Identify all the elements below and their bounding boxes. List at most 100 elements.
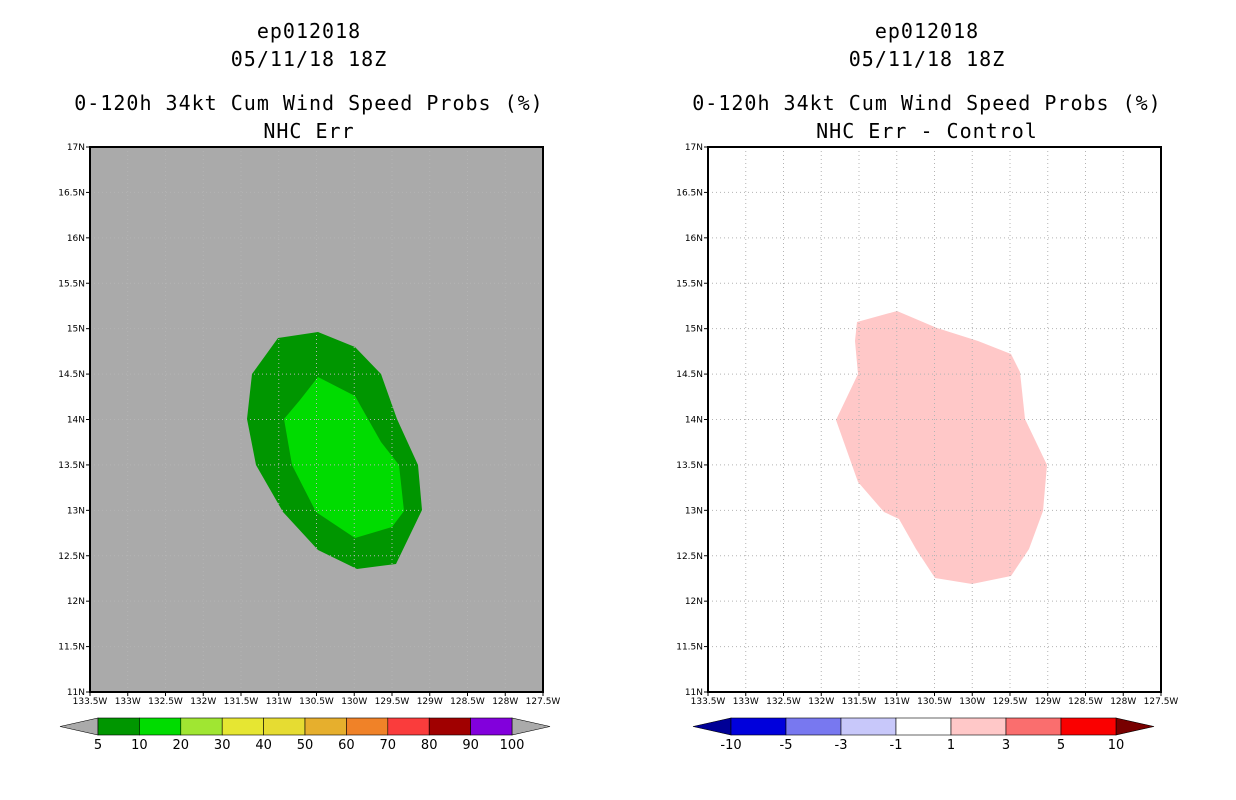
left-x-tick-label: 131W: [266, 697, 292, 707]
right-x-tick-label: 130W: [959, 697, 985, 707]
right-colorbar-label: -10: [720, 738, 741, 753]
right-colorbar-label: -3: [835, 738, 848, 753]
left-colorbar-label: 50: [297, 738, 314, 753]
right-colorbar-under-arrow: [692, 717, 732, 736]
left-colorbar-swatch: [221, 717, 264, 736]
left-x-tick-label: 133W: [115, 697, 141, 707]
left-y-tick-label: 13.5N: [58, 461, 85, 471]
right-x-tick-label: 129W: [1035, 697, 1061, 707]
right-x-tick-label: 133W: [733, 697, 759, 707]
right-y-tick-label: 15N: [685, 325, 703, 335]
left-colorbar-label: 70: [380, 738, 397, 753]
right-y-tick-label: 17N: [685, 143, 703, 153]
right-x-tick-label: 130.5W: [917, 697, 952, 707]
left-colorbar-label: 40: [255, 738, 272, 753]
right-storm-id: ep012018: [874, 19, 980, 43]
right-map-panel: ep012018 05/11/18 18Z 0-120h 34kt Cum Wi…: [618, 0, 1236, 800]
right-colorbar-swatch: [1060, 717, 1117, 736]
right-x-tick-label: 127.5W: [1144, 697, 1179, 707]
left-contour-10-20: [284, 377, 404, 538]
left-subtitle: NHC Err: [263, 119, 355, 143]
right-y-tick-label: 12.5N: [676, 552, 703, 562]
left-colorbar-over-arrow: [511, 717, 551, 736]
right-y-tick-label: 14.5N: [676, 370, 703, 380]
right-colorbar-swatch: [785, 717, 842, 736]
right-colorbar-swatch: [730, 717, 787, 736]
left-x-tick-label: 127.5W: [526, 697, 561, 707]
left-x-tick-label: 131.5W: [224, 697, 259, 707]
left-colorbar-label: 100: [500, 738, 525, 753]
right-colorbar-label: 1: [947, 738, 955, 753]
right-y-tick-label: 12N: [685, 597, 703, 607]
right-colorbar-label: -1: [890, 738, 903, 753]
right-y-tick-label: 14N: [685, 416, 703, 426]
left-x-tick-label: 132W: [190, 697, 216, 707]
left-colorbar-under-arrow: [59, 717, 99, 736]
left-y-tick-label: 14N: [67, 416, 85, 426]
right-x-tick-label: 132W: [808, 697, 834, 707]
right-colorbar-label: 3: [1002, 738, 1010, 753]
right-y-tick-label: 11N: [685, 688, 703, 698]
left-colorbar-swatch: [346, 717, 389, 736]
left-map-panel: ep012018 05/11/18 18Z 0-120h 34kt Cum Wi…: [58, 19, 561, 753]
right-product-title: 0-120h 34kt Cum Wind Speed Probs (%): [692, 91, 1162, 115]
right-contour-1-3: [836, 311, 1047, 584]
left-colorbar-swatch: [428, 717, 471, 736]
left-storm-id: ep012018: [256, 19, 362, 43]
right-colorbar-label: 5: [1057, 738, 1065, 753]
left-colorbar-swatch: [470, 717, 513, 736]
right-x-tick-label: 132.5W: [766, 697, 801, 707]
left-y-tick-label: 13N: [67, 506, 85, 516]
left-date: 05/11/18 18Z: [230, 47, 388, 71]
left-product-title: 0-120h 34kt Cum Wind Speed Probs (%): [74, 91, 544, 115]
right-colorbar-label: 10: [1108, 738, 1125, 753]
left-y-tick-label: 17N: [67, 143, 85, 153]
left-colorbar-label: 30: [214, 738, 231, 753]
left-y-tick-label: 15N: [67, 325, 85, 335]
left-x-tick-label: 129W: [417, 697, 443, 707]
left-x-tick-label: 132.5W: [148, 697, 183, 707]
left-x-tick-label: 130.5W: [299, 697, 334, 707]
right-x-tick-label: 133.5W: [691, 697, 726, 707]
right-y-tick-label: 16N: [685, 234, 703, 244]
left-colorbar-label: 60: [338, 738, 355, 753]
left-colorbar-swatch: [304, 717, 347, 736]
right-y-tick-label: 13N: [685, 506, 703, 516]
left-x-tick-label: 128W: [492, 697, 518, 707]
right-x-tick-label: 131W: [884, 697, 910, 707]
left-y-tick-label: 16N: [67, 234, 85, 244]
left-colorbar-swatch: [180, 717, 223, 736]
left-y-tick-label: 16.5N: [58, 188, 85, 198]
right-x-tick-label: 128.5W: [1068, 697, 1103, 707]
left-map: 133.5W 133W 132.5W 132W 131.5W 131W 130.5W 130W…: [58, 143, 561, 753]
left-y-tick-label: 11N: [67, 688, 85, 698]
left-y-tick-label: 11.5N: [58, 643, 85, 653]
right-y-tick-label: 16.5N: [676, 188, 703, 198]
left-colorbar-label: 10: [131, 738, 148, 753]
left-colorbar-label: 20: [173, 738, 190, 753]
right-x-tick-label: 129.5W: [993, 697, 1028, 707]
left-colorbar-label: 90: [462, 738, 479, 753]
left-y-tick-label: 12N: [67, 597, 85, 607]
left-colorbar-swatch: [387, 717, 430, 736]
right-y-tick-label: 13.5N: [676, 461, 703, 471]
left-x-tick-label: 133.5W: [73, 697, 108, 707]
right-y-tick-label: 11.5N: [676, 643, 703, 653]
left-y-tick-label: 15.5N: [58, 279, 85, 289]
left-colorbar-swatch: [263, 717, 306, 736]
left-y-tick-label: 12.5N: [58, 552, 85, 562]
left-colorbar-swatch: [97, 717, 140, 736]
right-subtitle: NHC Err - Control: [816, 119, 1038, 143]
right-x-tick-label: 131.5W: [842, 697, 877, 707]
right-y-tick-label: 15.5N: [676, 279, 703, 289]
right-x-tick-label: 128W: [1110, 697, 1136, 707]
right-colorbar-swatch: [895, 717, 952, 736]
right-colorbar-swatch: [840, 717, 897, 736]
left-x-tick-label: 130W: [341, 697, 367, 707]
right-colorbar-label: -5: [780, 738, 793, 753]
right-map: 133.5W 133W 132.5W 132W 131.5W 131W 130.5W 130W…: [676, 143, 1179, 753]
right-colorbar-swatch: [950, 717, 1007, 736]
left-x-tick-label: 128.5W: [450, 697, 485, 707]
right-colorbar-swatch: [1005, 717, 1062, 736]
right-colorbar-over-arrow: [1115, 717, 1155, 736]
